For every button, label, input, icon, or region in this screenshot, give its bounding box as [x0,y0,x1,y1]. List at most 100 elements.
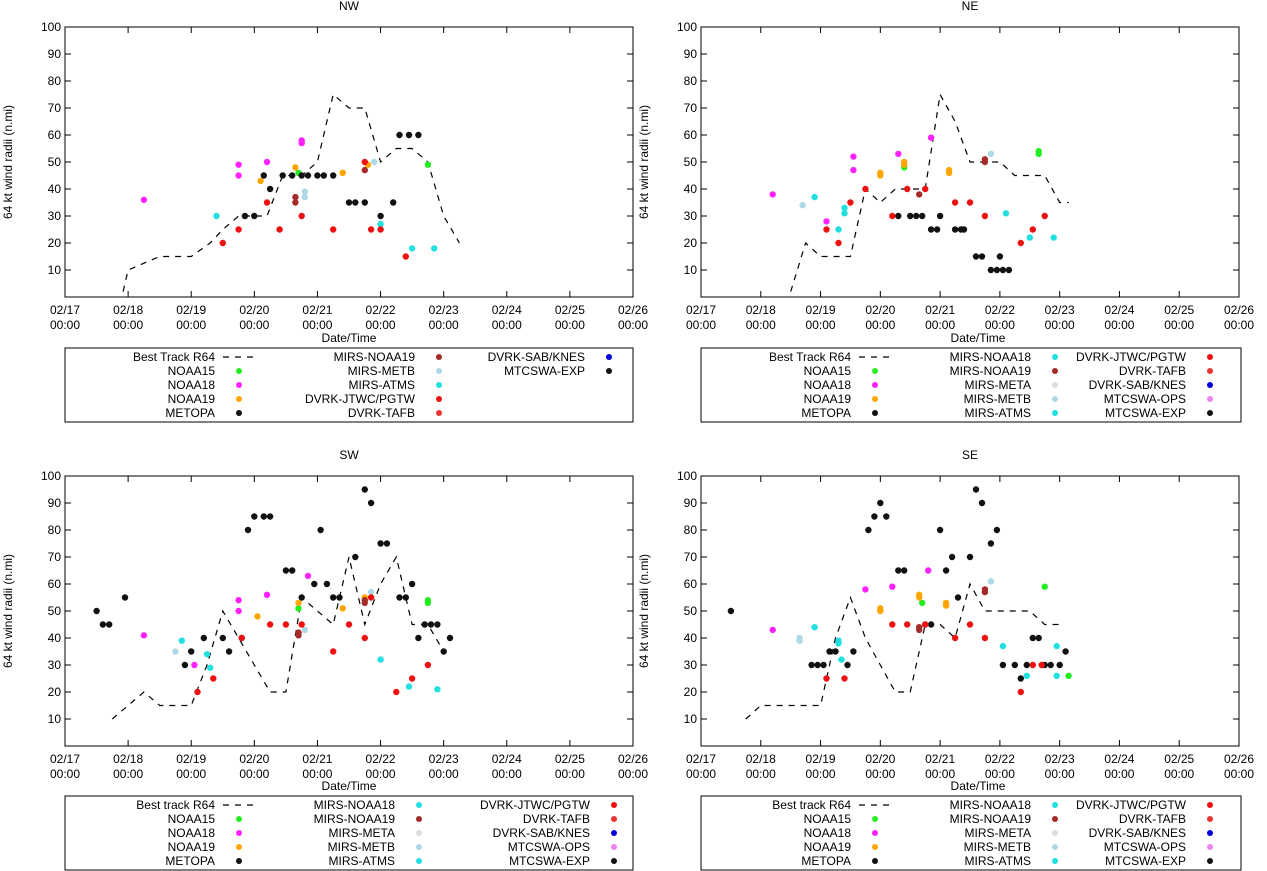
chart-title: NW [339,0,360,13]
y-tick-label: 100 [41,469,61,483]
x-tick-time: 00:00 [239,767,269,781]
legend-point-swatch [436,368,442,374]
data-point [402,253,409,260]
data-point [727,607,735,615]
data-point [352,199,359,206]
legend-point-swatch [1052,816,1058,822]
y-tick-label: 10 [48,712,62,726]
x-axis-label: Date/Time [951,779,1006,793]
data-point [352,553,359,561]
x-tick-date: 02/19 [176,752,206,766]
data-point [987,150,995,158]
data-point [945,166,953,174]
legend-label: NOAA15 [804,812,852,826]
x-tick-time: 00:00 [1164,767,1194,781]
data-point [427,621,435,628]
data-point [330,594,337,601]
data-point [966,199,974,206]
data-point [895,212,902,220]
data-point [981,212,989,220]
data-point [260,513,267,520]
data-point [841,204,848,212]
data-point [799,202,806,209]
x-tick-time: 00:00 [686,767,716,781]
x-tick-date: 02/19 [806,303,836,317]
data-point [808,661,815,669]
legend-label: Best track R64 [136,798,215,812]
data-point [282,621,290,628]
series-noaa19 [254,594,368,620]
series-noaa15 [295,597,432,612]
y-tick-label: 10 [684,712,698,726]
data-point [408,580,416,588]
legend-label: MIRS-ATMS [965,854,1031,868]
data-point [276,226,283,233]
x-tick-time: 00:00 [366,767,396,781]
y-tick-label: 90 [684,496,698,510]
legend-label: MIRS-ATMS [349,378,415,392]
x-tick-date: 02/25 [1164,752,1194,766]
plot-frame [64,26,634,298]
data-point [823,226,830,233]
data-point [298,621,305,628]
x-tick-time: 00:00 [366,318,396,332]
data-point [434,686,441,693]
legend-label: METOPA [165,854,215,868]
legend-point-swatch [416,816,422,822]
x-tick-date: 02/21 [925,303,955,317]
data-point [396,131,403,139]
data-point [1011,661,1018,669]
panel-sw: SW10203040506070809010002/1700:0002/1800… [1,448,648,871]
legend-label: METOPA [801,406,851,420]
data-point [140,196,148,203]
data-point [972,486,980,493]
x-tick-time: 00:00 [492,767,522,781]
data-point [889,583,896,590]
data-point [219,634,226,642]
x-tick-date: 02/25 [555,752,585,766]
data-point [330,226,337,233]
data-point [390,199,397,206]
y-tick-label: 70 [684,101,698,115]
y-tick-label: 80 [48,74,62,88]
data-point [850,166,857,174]
y-tick-label: 50 [684,604,698,618]
y-tick-label: 40 [684,182,698,196]
data-point [1029,634,1037,642]
data-point [377,540,384,547]
data-point [213,212,220,220]
legend-label: NOAA19 [804,840,852,854]
series-noaa18 [769,134,935,225]
legend-label: NOAA15 [168,812,216,826]
data-point [304,572,312,580]
legend-point-swatch [872,830,878,836]
x-tick-date: 02/21 [925,752,955,766]
data-point [862,185,869,193]
y-tick-label: 50 [48,155,62,169]
series-mirs-atms [213,212,438,252]
legend-box [64,795,634,871]
y-tick-label: 60 [48,577,62,591]
data-point [981,156,989,163]
data-point [999,661,1007,669]
data-point [266,185,274,193]
data-point [904,621,911,628]
data-point [295,605,302,612]
data-point [244,526,252,534]
data-point [826,648,833,655]
legend-point-swatch [236,396,242,402]
data-point [883,513,890,520]
data-point [330,648,337,655]
data-point [311,580,318,588]
y-tick-label: 100 [677,469,697,483]
y-axis-label: 64 kt wind radii (n.mi) [1,554,15,668]
data-point [966,621,974,628]
x-tick-date: 02/25 [555,303,585,317]
data-point [960,226,968,233]
y-tick-label: 30 [48,658,62,672]
legend-box [700,795,1242,871]
data-point [999,642,1007,650]
legend-label: NOAA19 [168,392,216,406]
